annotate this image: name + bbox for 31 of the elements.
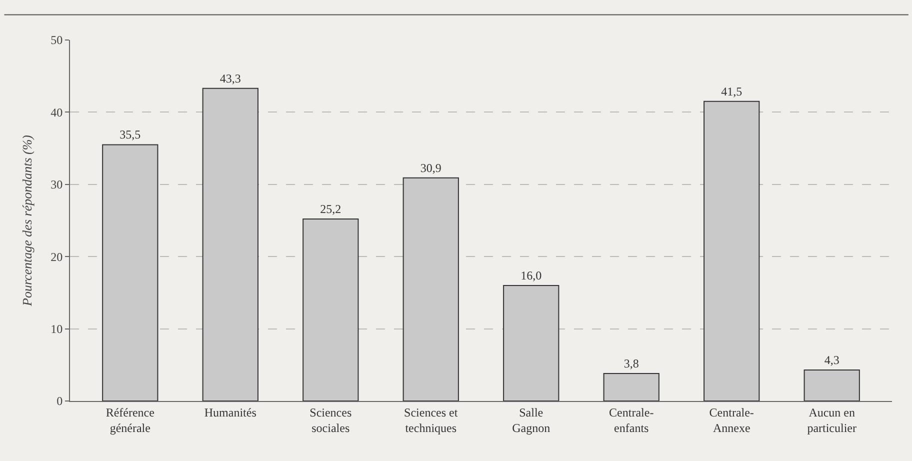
bar <box>704 100 760 401</box>
y-tick-label: 30 <box>50 178 63 192</box>
bar <box>603 373 660 401</box>
bar <box>202 88 258 401</box>
data-label: 25,2 <box>320 202 342 216</box>
data-label: 35,5 <box>120 128 141 142</box>
bar <box>503 284 560 401</box>
bar <box>102 144 158 401</box>
bar <box>302 218 359 401</box>
y-tick-label: 40 <box>50 105 63 120</box>
y-tick-label: 10 <box>50 322 63 336</box>
data-label: 3,8 <box>624 356 639 371</box>
x-tick-label: Sciences sociales <box>310 405 352 435</box>
y-tick-label: 0 <box>56 394 63 408</box>
x-tick-label: Aucun en particulier <box>807 405 857 435</box>
x-tick-label: Salle Gagnon <box>512 405 550 435</box>
data-label: 43,3 <box>220 71 241 86</box>
x-tick-label: Sciences et techniques <box>404 405 458 435</box>
bar <box>402 177 459 401</box>
data-label: 4,3 <box>824 352 840 367</box>
data-label: 16,0 <box>520 268 542 282</box>
x-tick-label: Centrale- enfants <box>609 405 654 435</box>
data-label: 41,5 <box>721 84 742 98</box>
y-tick-label: 20 <box>50 250 63 264</box>
y-tick-label: 50 <box>50 33 63 48</box>
x-tick-label: Référence générale <box>106 405 154 435</box>
y-axis-title: Pourcentage des répondants (%) <box>20 134 35 308</box>
bar <box>804 369 860 401</box>
x-tick-label: Centrale- Annexe <box>709 405 754 435</box>
data-label: 30,9 <box>420 160 442 175</box>
x-tick-label: Humanités <box>204 405 257 420</box>
